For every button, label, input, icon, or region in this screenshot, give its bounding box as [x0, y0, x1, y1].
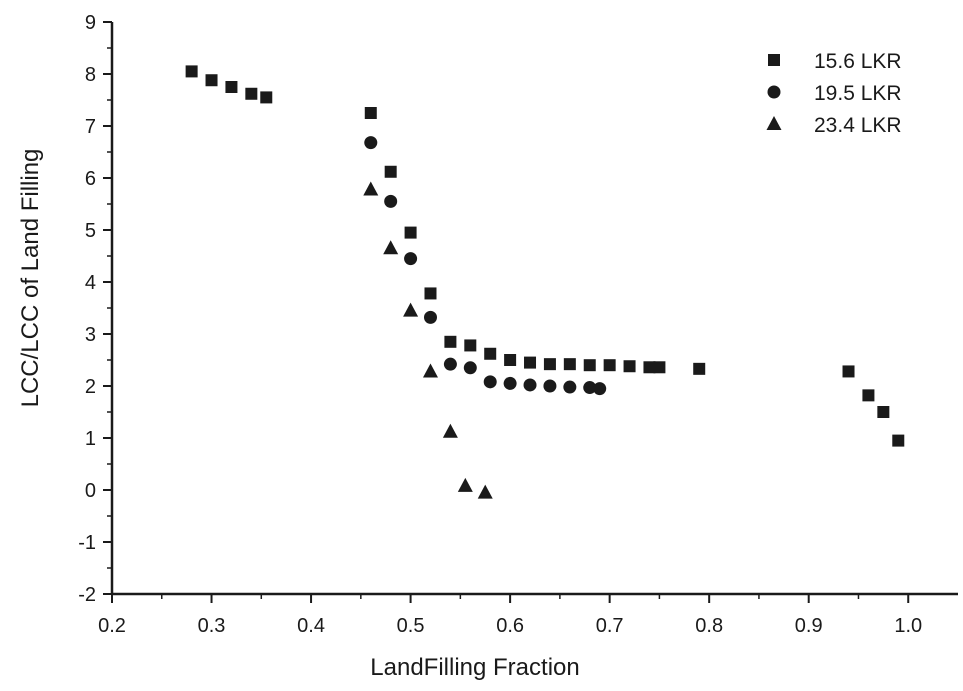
square-point	[245, 87, 258, 100]
triangle-point	[457, 477, 473, 492]
square-point	[260, 91, 273, 104]
series-circle	[364, 136, 607, 396]
series-triangle	[363, 181, 493, 499]
ticks: 0.2 0.3 0.4 0.5 0.6 0.7 0.8 0.9 1.0 -2 -1 0 1 2 3 4 5 6 7 8…	[78, 12, 922, 637]
square-point	[643, 361, 656, 374]
circle-point	[543, 379, 557, 393]
circle-point	[404, 252, 418, 266]
square-point	[524, 356, 537, 369]
y-tick-label: 1	[85, 428, 96, 450]
legend-triangle-marker	[766, 116, 782, 130]
triangle-point	[403, 302, 419, 317]
square-point	[364, 107, 377, 119]
x-tick-label: 0.4	[297, 615, 325, 637]
circle-point	[483, 375, 497, 389]
x-tick-label: 0.3	[198, 615, 226, 637]
y-tick-label: 6	[85, 168, 96, 190]
square-point	[504, 354, 517, 366]
data-points	[185, 65, 905, 499]
square-point	[384, 165, 397, 178]
square-point	[877, 406, 890, 418]
circle-point	[463, 361, 477, 375]
y-tick-label: 4	[85, 272, 96, 294]
circle-point	[563, 380, 577, 394]
y-tick-label: 8	[85, 64, 96, 86]
square-point	[185, 65, 198, 78]
y-tick-label: 0	[85, 480, 96, 502]
circle-point	[593, 382, 607, 396]
square-point	[424, 287, 437, 300]
triangle-point	[363, 181, 379, 196]
circle-point	[523, 378, 537, 392]
axes	[110, 22, 958, 596]
square-point	[404, 226, 417, 239]
series-square	[185, 65, 905, 447]
square-point	[603, 359, 616, 372]
square-point	[563, 358, 576, 371]
x-tick-label: 0.2	[98, 615, 126, 637]
triangle-point	[383, 240, 399, 255]
y-tick-label: 7	[85, 116, 96, 138]
x-tick-label: 0.6	[496, 615, 524, 637]
y-tick-label: 2	[85, 376, 96, 398]
triangle-point	[442, 423, 458, 438]
legend-circle-marker	[767, 85, 781, 99]
triangle-point	[477, 484, 493, 499]
legend-label: 15.6 LKR	[814, 50, 902, 73]
y-tick-label: 9	[85, 12, 96, 34]
square-point	[444, 335, 457, 348]
y-tick-label: 5	[85, 220, 96, 242]
x-tick-label: 1.0	[894, 615, 922, 637]
circle-point	[423, 310, 437, 324]
square-point	[862, 389, 875, 402]
triangle-point	[422, 363, 438, 378]
square-point	[583, 359, 596, 372]
x-tick-label: 0.7	[596, 615, 624, 637]
square-point	[693, 362, 706, 375]
square-point	[484, 347, 497, 360]
x-tick-label: 0.9	[795, 615, 823, 637]
x-tick-label: 0.5	[397, 615, 425, 637]
legend-label: 23.4 LKR	[814, 114, 902, 137]
circle-point	[443, 357, 457, 371]
y-tick-label: -1	[78, 532, 96, 554]
legend: 15.6 LKR 19.5 LKR 23.4 LKR	[766, 50, 902, 137]
square-point	[842, 365, 855, 378]
square-point	[205, 74, 218, 87]
square-point	[543, 358, 556, 371]
legend-square-marker	[768, 54, 780, 66]
circle-point	[364, 136, 378, 150]
circle-point	[384, 194, 398, 208]
square-point	[464, 339, 477, 352]
x-axis-label: LandFilling Fraction	[370, 654, 579, 681]
x-tick-label: 0.8	[695, 615, 723, 637]
y-axis-label: LCC/LCC of Land Filling	[17, 149, 44, 408]
square-point	[225, 81, 238, 93]
square-point	[892, 434, 905, 447]
legend-label: 19.5 LKR	[814, 82, 902, 105]
circle-point	[503, 376, 517, 390]
square-point	[653, 361, 666, 374]
y-tick-label: -2	[78, 584, 96, 606]
circle-point	[583, 381, 597, 395]
y-tick-label: 3	[85, 324, 96, 346]
square-point	[623, 360, 636, 373]
